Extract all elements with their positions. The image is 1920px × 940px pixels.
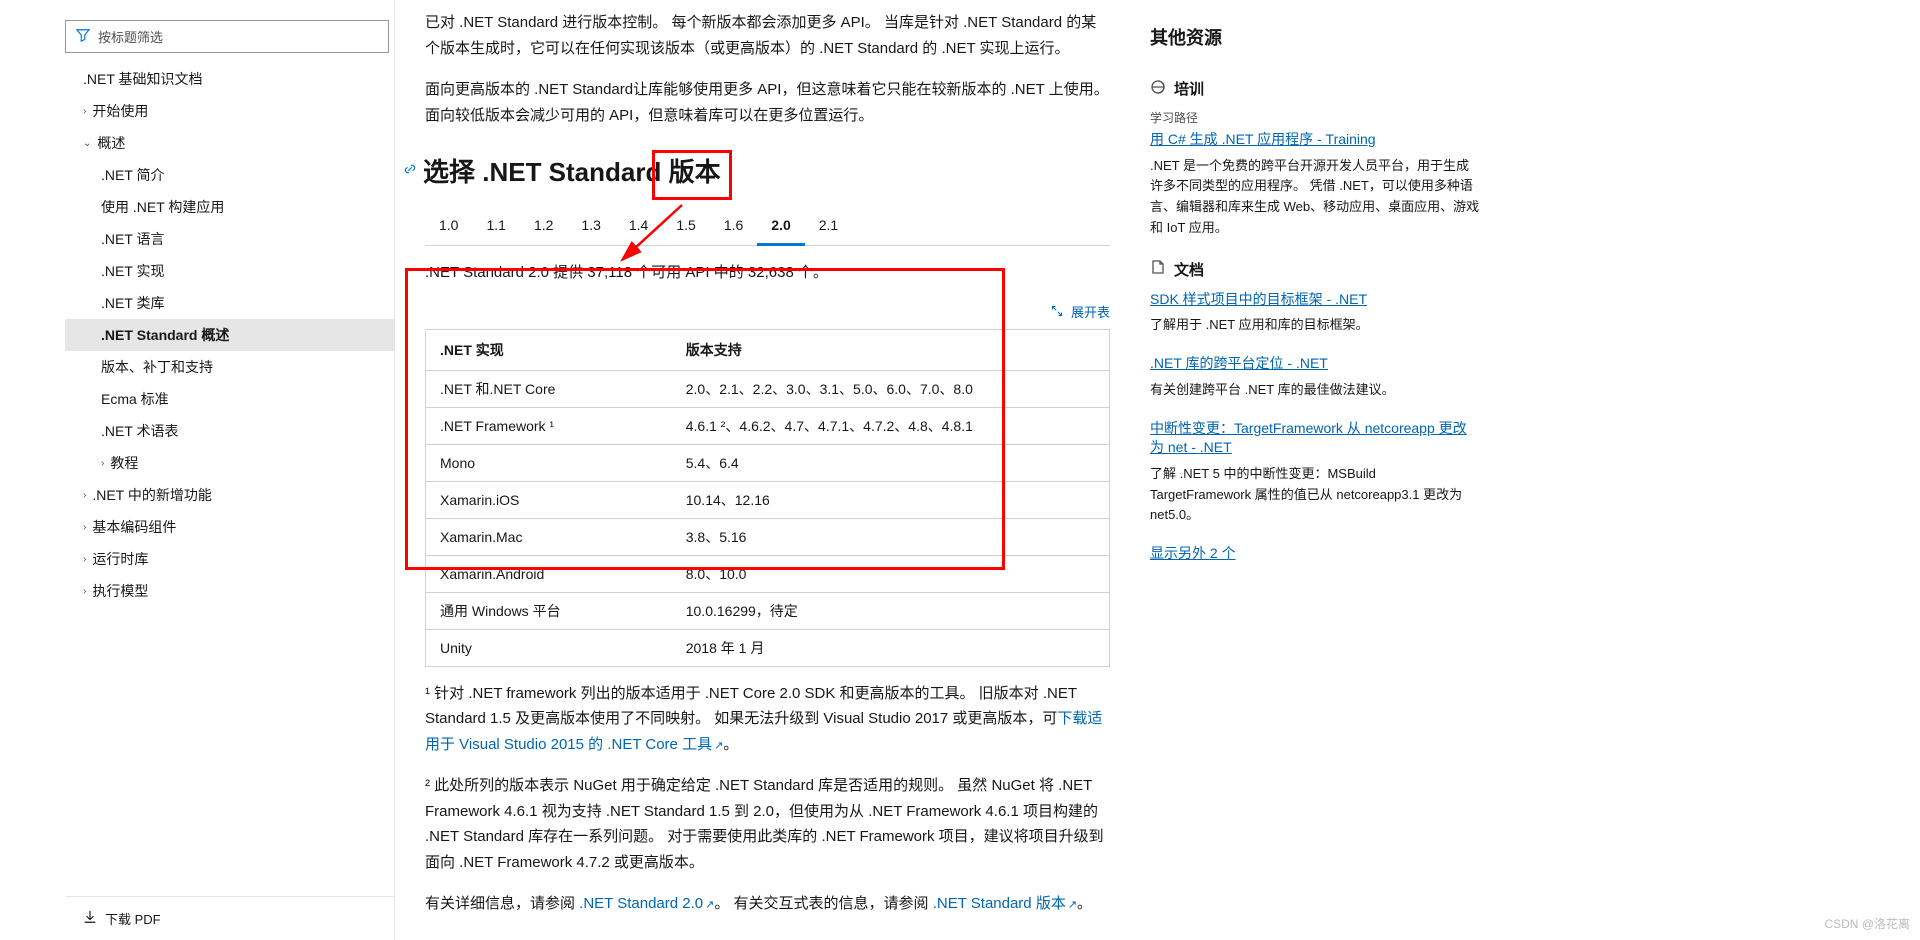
filter-placeholder: 按标题筛选 xyxy=(98,27,163,46)
intro-paragraph: 已对 .NET Standard 进行版本控制。 每个新版本都会添加更多 API… xyxy=(425,10,1110,61)
nav-item[interactable]: 版本、补丁和支持 xyxy=(65,351,394,383)
download-pdf-label: 下载 PDF xyxy=(105,909,161,928)
table-row: Mono5.4、6.4 xyxy=(426,444,1110,481)
filter-input[interactable]: 按标题筛选 xyxy=(65,20,389,53)
footnote-1: ¹ 针对 .NET framework 列出的版本适用于 .NET Core 2… xyxy=(425,681,1110,758)
download-icon xyxy=(83,910,97,927)
version-tab[interactable]: 1.3 xyxy=(567,207,614,245)
table-header: .NET 实现 xyxy=(426,329,672,370)
table-row: Xamarin.Android8.0、10.0 xyxy=(426,555,1110,592)
table-row: Xamarin.iOS10.14、12.16 xyxy=(426,481,1110,518)
version-tab[interactable]: 1.2 xyxy=(520,207,567,245)
version-tab[interactable]: 1.4 xyxy=(615,207,662,245)
nav-item[interactable]: Ecma 标准 xyxy=(65,383,394,415)
nav-item[interactable]: .NET 基础知识文档 xyxy=(65,63,394,95)
nav-item[interactable]: .NET 实现 xyxy=(65,255,394,287)
docs-icon xyxy=(1150,259,1166,279)
nav-item[interactable]: ›执行模型 xyxy=(65,575,394,607)
anchor-link-icon[interactable] xyxy=(403,162,417,179)
caret-icon: › xyxy=(101,458,104,469)
caret-icon: › xyxy=(83,522,86,533)
intro-paragraph: 面向更高版本的 .NET Standard让库能够使用更多 API，但这意味着它… xyxy=(425,77,1110,128)
doc-description: 了解 .NET 5 中的中断性变更：MSBuild TargetFramewor… xyxy=(1150,464,1480,526)
training-heading: 培训 xyxy=(1174,78,1204,99)
nav-item[interactable]: .NET 语言 xyxy=(65,223,394,255)
version-tab[interactable]: 2.1 xyxy=(805,207,852,245)
external-link-icon: ↗ xyxy=(705,899,714,911)
version-tab[interactable]: 1.0 xyxy=(425,207,472,245)
main-content: 已对 .NET Standard 进行版本控制。 每个新版本都会添加更多 API… xyxy=(395,0,1140,940)
doc-link[interactable]: SDK 样式项目中的目标框架 - .NET xyxy=(1150,290,1480,310)
nav-item[interactable]: .NET 类库 xyxy=(65,287,394,319)
training-description: .NET 是一个免费的跨平台开源开发人员平台，用于生成许多不同类型的应用程序。 … xyxy=(1150,156,1480,239)
table-row: 通用 Windows 平台10.0.16299，待定 xyxy=(426,592,1110,629)
other-resources-heading: 其他资源 xyxy=(1150,24,1480,50)
caret-icon: › xyxy=(83,554,86,565)
doc-description: 有关创建跨平台 .NET 库的最佳做法建议。 xyxy=(1150,380,1480,401)
nav-tree: .NET 基础知识文档›开始使用⌄概述.NET 简介使用 .NET 构建应用.N… xyxy=(65,63,394,896)
netstandard-versions-link[interactable]: .NET Standard 版本↗ xyxy=(933,895,1077,912)
version-tab[interactable]: 1.5 xyxy=(662,207,709,245)
version-tabs: 1.01.11.21.31.41.51.62.02.1 xyxy=(425,207,1110,246)
caret-icon: ⌄ xyxy=(83,138,91,149)
nav-item[interactable]: .NET 简介 xyxy=(65,159,394,191)
caret-icon: › xyxy=(83,106,86,117)
version-tab[interactable]: 1.6 xyxy=(710,207,757,245)
nav-item[interactable]: .NET Standard 概述 xyxy=(65,319,394,351)
table-row: .NET 和.NET Core2.0、2.1、2.2、3.0、3.1、5.0、6… xyxy=(426,370,1110,407)
filter-icon xyxy=(76,28,90,45)
table-row: Xamarin.Mac3.8、5.16 xyxy=(426,518,1110,555)
nav-item[interactable]: .NET 术语表 xyxy=(65,415,394,447)
learning-path-label: 学习路径 xyxy=(1150,109,1480,126)
caret-icon: › xyxy=(83,586,86,597)
external-link-icon: ↗ xyxy=(714,740,723,752)
watermark: CSDN @洛花离 xyxy=(1824,915,1910,932)
more-info: 有关详细信息，请参阅 .NET Standard 2.0↗。 有关交互式表的信息… xyxy=(425,891,1110,917)
doc-link[interactable]: .NET 库的跨平台定位 - .NET xyxy=(1150,354,1480,374)
table-row: Unity2018 年 1 月 xyxy=(426,629,1110,666)
table-header: 版本支持 xyxy=(672,329,1110,370)
training-icon xyxy=(1150,79,1166,99)
training-link[interactable]: 用 C# 生成 .NET 应用程序 - Training xyxy=(1150,130,1480,150)
expand-table-button[interactable]: 展开表 xyxy=(425,302,1110,321)
doc-description: 了解用于 .NET 应用和库的目标框架。 xyxy=(1150,315,1480,336)
support-table: .NET 实现版本支持.NET 和.NET Core2.0、2.1、2.2、3.… xyxy=(425,329,1110,667)
nav-item[interactable]: ›教程 xyxy=(65,447,394,479)
nav-item[interactable]: ›.NET 中的新增功能 xyxy=(65,479,394,511)
nav-item[interactable]: ›运行时库 xyxy=(65,543,394,575)
right-sidebar: 其他资源 培训 学习路径 用 C# 生成 .NET 应用程序 - Trainin… xyxy=(1140,0,1510,940)
netstandard-2-link[interactable]: .NET Standard 2.0↗ xyxy=(579,895,714,912)
external-link-icon: ↗ xyxy=(1068,899,1077,911)
version-tab[interactable]: 1.1 xyxy=(472,207,519,245)
expand-icon xyxy=(1051,305,1067,320)
docs-heading: 文档 xyxy=(1174,259,1204,280)
nav-item[interactable]: 使用 .NET 构建应用 xyxy=(65,191,394,223)
section-heading: 选择 .NET Standard 版本 xyxy=(423,152,721,189)
nav-item[interactable]: ›基本编码组件 xyxy=(65,511,394,543)
caret-icon: › xyxy=(83,490,86,501)
left-sidebar: 按标题筛选 .NET 基础知识文档›开始使用⌄概述.NET 简介使用 .NET … xyxy=(0,0,395,940)
nav-item[interactable]: ⌄概述 xyxy=(65,127,394,159)
version-tab[interactable]: 2.0 xyxy=(757,207,804,246)
nav-item[interactable]: ›开始使用 xyxy=(65,95,394,127)
show-more-link[interactable]: 显示另外 2 个 xyxy=(1150,544,1480,564)
footnote-2: ² 此处所列的版本表示 NuGet 用于确定给定 .NET Standard 库… xyxy=(425,773,1110,875)
doc-link[interactable]: 中断性变更：TargetFramework 从 netcoreapp 更改为 n… xyxy=(1150,419,1480,458)
api-summary: .NET Standard 2.0 提供 37,118 个可用 API 中的 3… xyxy=(425,260,1110,286)
download-pdf-button[interactable]: 下载 PDF xyxy=(65,896,394,940)
table-row: .NET Framework ¹4.6.1 ²、4.6.2、4.7、4.7.1、… xyxy=(426,407,1110,444)
